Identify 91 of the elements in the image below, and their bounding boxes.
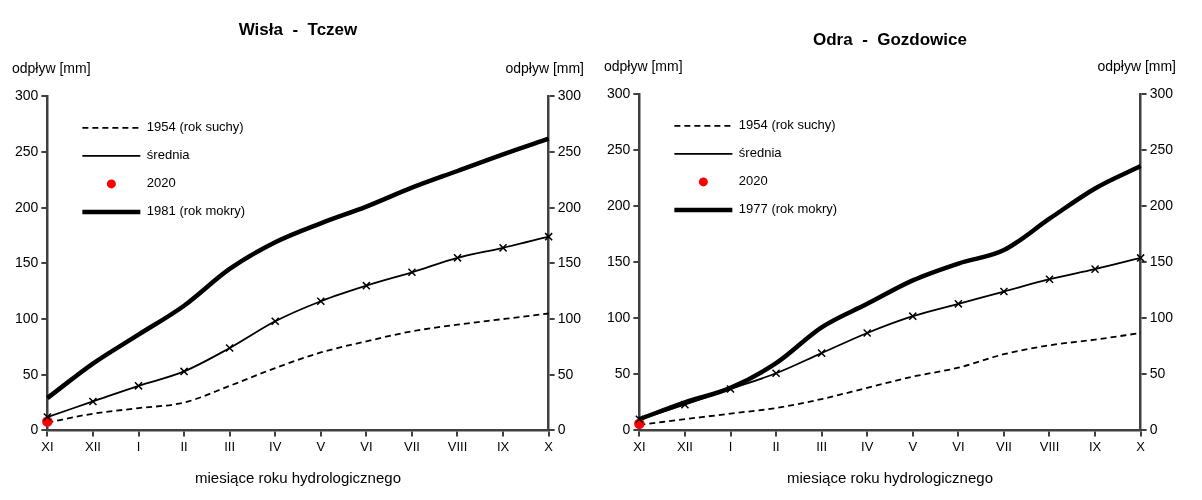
y2-tick-label: 200 bbox=[557, 198, 582, 215]
x-tick-label: I bbox=[728, 438, 733, 454]
y2-axis-title: odpływ [mm] bbox=[1097, 58, 1176, 75]
x-tick-label: X bbox=[1136, 438, 1146, 454]
legend-label: 1981 (rok mokry) bbox=[146, 203, 246, 219]
x-tick-label: IX bbox=[1088, 438, 1102, 454]
y2-tick-label: 50 bbox=[1149, 365, 1166, 382]
y2-tick-label: 200 bbox=[1149, 197, 1174, 214]
y-tick-label: 200 bbox=[607, 197, 631, 214]
chart-title: Odra - Gozdowice bbox=[813, 29, 967, 49]
point bbox=[316, 296, 326, 306]
point bbox=[407, 268, 417, 277]
y-tick-label: 300 bbox=[607, 85, 631, 102]
y-tick-label: 50 bbox=[614, 365, 631, 382]
point bbox=[179, 367, 189, 376]
point bbox=[771, 368, 781, 378]
x-tick-label: III bbox=[816, 438, 828, 454]
legend-label: średnia bbox=[146, 147, 191, 163]
y-tick-label: 0 bbox=[622, 421, 631, 438]
point bbox=[1090, 264, 1100, 274]
x-tick-label: VII bbox=[995, 438, 1012, 454]
x-tick-label: IV bbox=[269, 438, 282, 454]
legend-label: średnia bbox=[738, 145, 783, 161]
y-tick-label: 100 bbox=[15, 309, 39, 326]
y2-tick-label: 150 bbox=[1149, 253, 1174, 270]
point bbox=[498, 243, 508, 253]
y2-tick-label: 150 bbox=[557, 254, 582, 271]
legend-label: 1954 (rok suchy) bbox=[146, 119, 244, 135]
y2-axis-title: odpływ [mm] bbox=[505, 60, 584, 77]
y-axis-title: odpływ [mm] bbox=[604, 58, 683, 75]
x-tick-label: I bbox=[136, 438, 141, 454]
point bbox=[134, 381, 143, 391]
y-tick-label: 100 bbox=[607, 309, 631, 326]
point bbox=[1045, 274, 1054, 284]
point bbox=[817, 348, 826, 358]
y-tick-label: 50 bbox=[22, 365, 39, 382]
legend-label: 2020 bbox=[738, 173, 768, 189]
x-axis-title: miesiące roku hydrologicznego bbox=[787, 469, 993, 487]
y2-tick-label: 100 bbox=[557, 309, 582, 326]
x-tick-label: IV bbox=[861, 438, 874, 454]
line-series bbox=[45, 136, 551, 401]
x-tick-label: XII bbox=[676, 438, 693, 454]
legend-label: 1977 (rok mokry) bbox=[738, 201, 838, 217]
point bbox=[88, 397, 98, 406]
point bbox=[1136, 253, 1145, 263]
point bbox=[954, 299, 963, 309]
x-tick-label: XI bbox=[41, 438, 54, 454]
point bbox=[225, 343, 234, 353]
point bbox=[862, 328, 872, 338]
y-tick-label: 300 bbox=[15, 87, 39, 104]
y-tick-label: 250 bbox=[15, 142, 39, 159]
point bbox=[635, 414, 644, 424]
x-tick-label: V bbox=[908, 438, 918, 454]
y2-tick-label: 300 bbox=[1149, 85, 1174, 102]
x-tick-label: VI bbox=[360, 438, 373, 454]
x-tick-label: VIII bbox=[447, 438, 468, 454]
legend-label: 1954 (rok suchy) bbox=[738, 117, 836, 133]
chart-title: Wisła - Tczew bbox=[238, 19, 359, 39]
x-tick-label: VIII bbox=[1039, 438, 1060, 454]
x-axis-title: miesiące roku hydrologicznego bbox=[195, 469, 401, 487]
y2-tick-label: 100 bbox=[1149, 309, 1174, 326]
point bbox=[544, 232, 553, 241]
y-tick-label: 250 bbox=[607, 141, 631, 158]
y2-tick-label: 250 bbox=[557, 142, 582, 159]
x-tick-label: II bbox=[180, 438, 188, 454]
y-tick-label: 150 bbox=[15, 254, 39, 271]
x-tick-label: XI bbox=[633, 438, 646, 454]
y-tick-label: 200 bbox=[15, 198, 39, 215]
x-tick-label: II bbox=[772, 438, 780, 454]
y2-tick-label: 250 bbox=[1149, 141, 1174, 158]
y2-tick-label: 50 bbox=[557, 365, 574, 382]
y2-tick-label: 0 bbox=[557, 421, 566, 438]
x-tick-label: V bbox=[316, 438, 326, 454]
point bbox=[270, 317, 280, 326]
y2-tick-label: 0 bbox=[1149, 421, 1158, 438]
x-tick-label: XII bbox=[84, 438, 101, 454]
x-tick-label: IX bbox=[496, 438, 510, 454]
point bbox=[43, 412, 52, 422]
point bbox=[999, 287, 1009, 296]
x-tick-label: III bbox=[224, 438, 236, 454]
point bbox=[362, 281, 371, 290]
y-axis-title: odpływ [mm] bbox=[12, 60, 91, 77]
x-tick-label: VII bbox=[403, 438, 420, 454]
point bbox=[908, 311, 918, 321]
y-tick-label: 150 bbox=[607, 253, 631, 270]
x-tick-label: VI bbox=[952, 438, 965, 454]
x-tick-label: X bbox=[544, 438, 554, 454]
y2-tick-label: 300 bbox=[557, 87, 582, 104]
y-tick-label: 0 bbox=[30, 421, 39, 438]
legend-label: 2020 bbox=[146, 175, 176, 191]
point bbox=[453, 253, 462, 263]
